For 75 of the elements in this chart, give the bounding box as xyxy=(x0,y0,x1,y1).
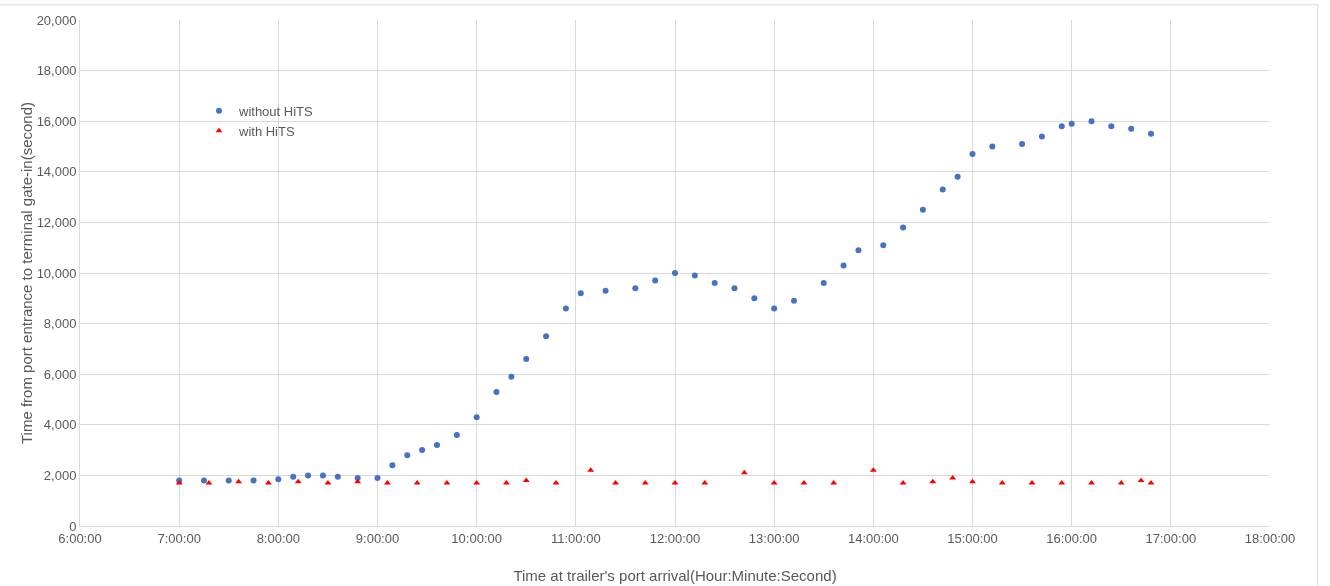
y-tick-label: 14,000 xyxy=(36,164,77,180)
point xyxy=(1128,125,1135,132)
point xyxy=(508,373,515,380)
point xyxy=(305,472,312,479)
point xyxy=(855,247,862,254)
point xyxy=(602,287,609,294)
point xyxy=(290,473,297,480)
point xyxy=(919,206,926,213)
point xyxy=(319,472,326,479)
point xyxy=(225,477,232,484)
x-tick-label: 16:00:00 xyxy=(1046,530,1097,546)
point xyxy=(711,280,718,287)
point xyxy=(419,447,426,454)
point xyxy=(691,272,698,279)
x-tick-label: 15:00:00 xyxy=(947,530,998,546)
point xyxy=(250,477,257,484)
point xyxy=(275,476,282,483)
legend-label: without HiTS xyxy=(238,103,314,119)
y-tick-label: 12,000 xyxy=(36,214,77,230)
point xyxy=(880,242,887,249)
point xyxy=(543,333,550,340)
point xyxy=(1148,130,1154,137)
point xyxy=(334,473,341,480)
x-tick-label: 9:00:00 xyxy=(355,530,400,546)
point xyxy=(652,277,659,284)
y-axis-title: Time from port entrance to terminal gate-in(second) xyxy=(17,101,35,445)
x-tick-label: 10:00:00 xyxy=(451,530,502,546)
x-tick-label: 8:00:00 xyxy=(256,530,301,546)
point xyxy=(523,356,530,363)
x-tick-label: 14:00:00 xyxy=(848,530,899,546)
point xyxy=(1019,140,1026,147)
point xyxy=(389,462,396,469)
point xyxy=(900,224,907,231)
x-tick-label: 13:00:00 xyxy=(748,530,800,546)
y-tick-label: 4,000 xyxy=(43,417,77,433)
point xyxy=(954,173,961,180)
point xyxy=(200,477,207,484)
point xyxy=(989,143,996,150)
y-tick-label: 6,000 xyxy=(43,366,77,382)
point xyxy=(1088,118,1095,125)
point xyxy=(969,151,976,158)
point xyxy=(562,305,569,312)
point xyxy=(840,262,847,269)
legend-label: with HiTS xyxy=(238,123,295,139)
point xyxy=(493,388,500,395)
point xyxy=(434,442,440,449)
point xyxy=(731,285,738,292)
point xyxy=(820,280,827,287)
y-tick-label: 10,000 xyxy=(36,265,77,281)
y-tick-label: 18,000 xyxy=(36,63,77,79)
point xyxy=(791,297,797,304)
y-tick-label: 16,000 xyxy=(36,113,77,129)
x-tick-label: 18:00:00 xyxy=(1244,530,1296,546)
y-tick-label: 8,000 xyxy=(43,316,77,332)
x-tick-label: 17:00:00 xyxy=(1145,530,1197,546)
point xyxy=(1108,123,1115,130)
point xyxy=(453,431,460,438)
point xyxy=(374,474,381,481)
point xyxy=(672,270,678,276)
point xyxy=(751,295,758,302)
x-tick-label: 12:00:00 xyxy=(649,530,701,546)
point xyxy=(577,290,584,297)
point xyxy=(1068,120,1075,127)
point xyxy=(771,305,778,312)
x-axis-title: Time at trailer's port arrival(Hour:Minute:Second) xyxy=(513,567,837,584)
y-tick-label: 20,000 xyxy=(36,12,77,28)
y-tick-label: 2,000 xyxy=(43,467,77,483)
point xyxy=(1038,133,1045,140)
x-tick-label: 7:00:00 xyxy=(157,530,201,546)
x-tick-label: 11:00:00 xyxy=(551,530,601,546)
point xyxy=(1058,123,1065,130)
point xyxy=(404,452,411,459)
point xyxy=(473,414,480,421)
point xyxy=(939,186,946,193)
point xyxy=(632,285,639,292)
